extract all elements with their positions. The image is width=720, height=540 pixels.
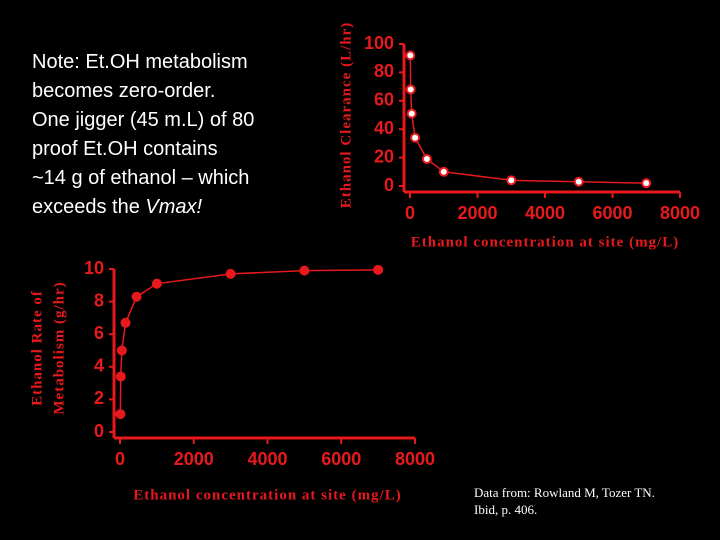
data-point — [573, 176, 584, 187]
y-axis-label: Ethanol Clearance (L/hr) — [338, 22, 354, 209]
y-tick-label: 4 — [94, 356, 104, 376]
note-line: exceeds the Vmax! — [32, 196, 203, 218]
note-line: proof Et.OH contains — [32, 138, 218, 160]
data-point — [405, 84, 416, 95]
note-text: exceeds the — [32, 196, 140, 218]
data-point — [115, 409, 126, 420]
y-tick-label: 20 — [374, 146, 394, 166]
data-point — [410, 132, 421, 143]
data-point — [641, 178, 652, 189]
y-tick-label: 80 — [374, 61, 394, 81]
note-line: becomes zero-order. — [32, 80, 215, 102]
x-tick-label: 6000 — [592, 203, 632, 223]
note-emphasis: Vmax! — [145, 196, 202, 218]
data-point — [438, 166, 449, 177]
x-tick-label: 2000 — [174, 449, 214, 469]
x-axis-label: Ethanol concentration at site (mg/L) — [133, 487, 401, 503]
y-tick-label: 10 — [84, 258, 104, 278]
data-point — [421, 154, 432, 165]
data-point — [405, 50, 416, 61]
data-point — [120, 317, 131, 328]
y-tick-label: 0 — [384, 175, 394, 195]
x-axis-label: Ethanol concentration at site (mg/L) — [411, 234, 679, 250]
x-tick-label: 0 — [115, 449, 125, 469]
source-line: Ibid, p. 406. — [474, 502, 537, 517]
note-line: Note: Et.OH metabolism — [32, 51, 248, 73]
data-point — [225, 268, 236, 279]
source-line: Data from: Rowland M, Tozer TN. — [474, 485, 655, 500]
y-tick-label: 2 — [94, 388, 104, 408]
y-tick-label: 100 — [364, 33, 394, 53]
x-tick-label: 6000 — [321, 449, 361, 469]
y-tick-label: 0 — [94, 421, 104, 441]
x-tick-label: 8000 — [395, 449, 435, 469]
data-point — [406, 108, 417, 119]
data-point — [151, 278, 162, 289]
x-tick-label: 0 — [405, 203, 415, 223]
data-point — [373, 264, 384, 275]
data-point — [116, 345, 127, 356]
x-tick-label: 4000 — [525, 203, 565, 223]
y-tick-label: 6 — [94, 323, 104, 343]
data-point — [131, 291, 142, 302]
note-line: ~14 g of ethanol – which — [32, 167, 249, 189]
data-point — [115, 371, 126, 382]
y-axis-label: Metabolism (g/hr) — [51, 281, 67, 414]
y-tick-label: 40 — [374, 118, 394, 138]
y-axis-label: Ethanol Rate of — [29, 290, 45, 406]
x-tick-label: 4000 — [247, 449, 287, 469]
data-point — [299, 265, 310, 276]
x-tick-label: 2000 — [457, 203, 497, 223]
y-tick-label: 8 — [94, 290, 104, 310]
data-point — [506, 175, 517, 186]
y-tick-label: 60 — [374, 90, 394, 110]
note-line: One jigger (45 m.L) of 80 — [32, 109, 254, 131]
x-tick-label: 8000 — [660, 203, 700, 223]
